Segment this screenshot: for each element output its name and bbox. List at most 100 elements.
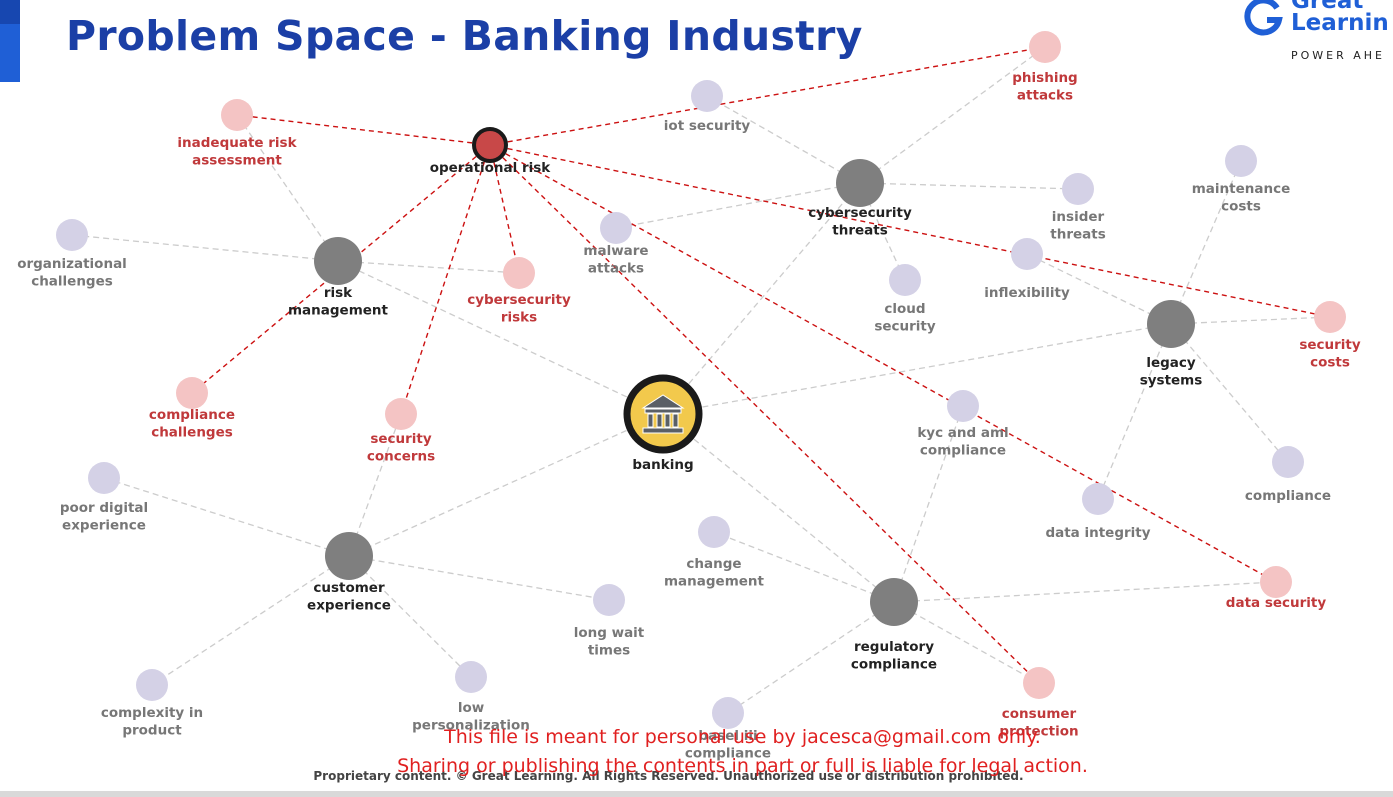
node-ct: cybersecurity threats [808, 159, 912, 239]
node-circle-banking [623, 374, 703, 454]
edge-ce-lp [348, 555, 472, 678]
edge-ls-scost [1170, 316, 1331, 325]
node-label-ds: data security [1226, 595, 1327, 611]
logo-line1: Great [1291, 0, 1364, 14]
node-label-line: kyc and aml [917, 425, 1008, 441]
graph-nodes: banking operational risk risk management cyb… [17, 31, 1361, 762]
node-circle-ma [600, 212, 632, 244]
node-circle-di [1082, 483, 1114, 515]
edge-banking-ls [662, 323, 1172, 415]
node-label-line: assessment [192, 153, 282, 169]
bottom-strip [0, 791, 1393, 797]
node-label-ct: cybersecurity threats [808, 205, 912, 239]
node-label-di: data integrity [1045, 525, 1150, 541]
node-label-cip: complexity in product [101, 705, 203, 739]
node-label-line: security [370, 431, 432, 447]
watermark-line1: This file is meant for personal use by j… [444, 726, 1041, 748]
edge-ct-ma [615, 182, 861, 229]
node-label-line: compliance [920, 443, 1006, 459]
node-label-line: inflexibility [984, 285, 1070, 301]
node-circle-lp [455, 661, 487, 693]
edge-ls-inf [1026, 253, 1172, 325]
edge-rc-chm [713, 531, 895, 603]
node-label-line: challenges [31, 274, 113, 290]
node-label-line: risk [324, 285, 353, 301]
node-ira: inadequate risk assessment [177, 99, 298, 169]
node-circle-chm [698, 516, 730, 548]
accent-bar [0, 0, 20, 82]
node-label-line: attacks [1017, 88, 1073, 104]
node-label-line: long wait [574, 625, 645, 641]
node-label-cs: cloud security [874, 301, 936, 335]
node-label-rc: regulatory compliance [851, 639, 937, 673]
edge-banking-ce [348, 413, 664, 557]
edge-ls-comp [1170, 323, 1289, 463]
node-label-line: costs [1221, 199, 1261, 215]
node-label-line: management [664, 574, 765, 590]
node-label-line: data integrity [1045, 525, 1150, 541]
node-label-line: cloud [884, 301, 925, 317]
edge-ct-cs [859, 182, 906, 281]
node-circle-cs [889, 264, 921, 296]
node-circle-ce [325, 532, 373, 580]
brand-logo: Great Learnin POWER AHE [1243, 0, 1393, 70]
edge-rm-cr [337, 260, 520, 274]
node-circle-comp [1272, 446, 1304, 478]
node-label-ma: malware attacks [583, 243, 648, 277]
node-label-line: phishing [1012, 70, 1077, 86]
node-label-line: banking [632, 457, 693, 473]
graph-edges [71, 46, 1331, 714]
node-label-line: personalization [412, 718, 530, 734]
bank-icon-part [642, 427, 684, 434]
page-title: Problem Space - Banking Industry [66, 12, 863, 60]
edge-banking-rm [337, 260, 664, 415]
edge-ce-pde [103, 477, 350, 557]
node-it: insider threats [1050, 173, 1106, 243]
node-circle-cc [176, 377, 208, 409]
node-lp: low personalization [412, 661, 530, 734]
node-label-line: legacy [1146, 355, 1196, 371]
node-circle-inf [1011, 238, 1043, 270]
edge-banking-ct [662, 182, 861, 415]
node-label-line: inadequate risk [177, 135, 297, 151]
node-label-iot: iot security [664, 118, 751, 134]
node-op: operational risk [430, 127, 551, 176]
node-label-kyc: kyc and aml compliance [917, 425, 1008, 459]
node-circle-op [472, 127, 508, 163]
node-lwt: long wait times [574, 584, 645, 659]
node-label-line: basel iii [698, 728, 757, 744]
node-label-line: concerns [367, 449, 435, 465]
node-label-line: poor digital [60, 500, 148, 516]
edge-ce-sc [348, 413, 402, 557]
node-label-chm: change management [664, 556, 765, 590]
node-label-line: insider [1052, 209, 1105, 225]
node-label-lwt: long wait times [574, 625, 645, 659]
node-label-line: experience [307, 598, 391, 614]
node-label-line: complexity in [101, 705, 203, 721]
logo-tagline: POWER AHE [1291, 49, 1386, 62]
node-ma: malware attacks [583, 212, 649, 277]
logo-line2: Learnin [1291, 10, 1389, 36]
node-label-sc: security concerns [367, 431, 435, 465]
node-circle-iot [691, 80, 723, 112]
node-chm: change management [664, 516, 765, 590]
node-label-line: compliance [851, 657, 937, 673]
node-label-comp: compliance [1245, 488, 1331, 504]
node-label-bc: basel iii compliance [685, 728, 771, 762]
node-label-line: security [1299, 337, 1361, 353]
node-circle-ct [836, 159, 884, 207]
edge-op-cp [489, 144, 1040, 684]
node-circle-it [1062, 173, 1094, 205]
node-label-pa: phishing attacks [1012, 70, 1077, 104]
node-inf: inflexibility [984, 238, 1070, 301]
node-comp: compliance [1245, 446, 1331, 504]
node-circle-cp [1023, 667, 1055, 699]
edge-rm-oc [71, 234, 339, 262]
node-circle-rm [314, 237, 362, 285]
node-label-cr: cybersecurity risks [467, 292, 571, 326]
node-sc: security concerns [367, 398, 435, 465]
node-circle-cr [503, 257, 535, 289]
node-cr: cybersecurity risks [467, 257, 571, 326]
edge-rc-ds [893, 581, 1277, 603]
node-circle-scost [1314, 301, 1346, 333]
